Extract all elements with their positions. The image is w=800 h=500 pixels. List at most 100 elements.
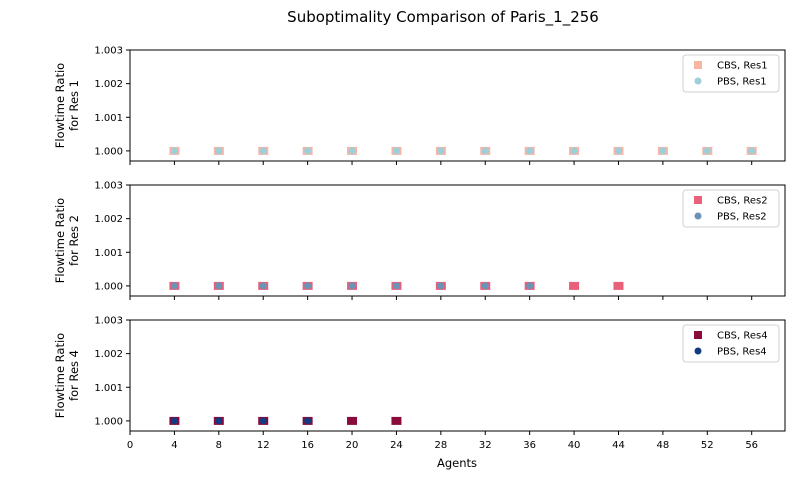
data-point-circle bbox=[170, 147, 178, 155]
y-axis-label-line: Flowtime Ratio bbox=[53, 333, 67, 418]
y-tick-label: 1.002 bbox=[94, 214, 123, 225]
data-point-circle bbox=[614, 147, 622, 155]
data-point-circle bbox=[392, 147, 400, 155]
x-tick-label: 12 bbox=[257, 440, 270, 451]
legend-label: CBS, Res2 bbox=[717, 196, 768, 207]
y-axis-label-line: Flowtime Ratio bbox=[53, 63, 67, 148]
subplot-1: 1.000 1.001 1.002 1.003 Flowtime Ratiofor Re… bbox=[53, 46, 786, 165]
x-tick-label: 40 bbox=[568, 440, 581, 451]
series-pbs-res2 bbox=[170, 282, 534, 290]
y-axis-label: Flowtime Ratiofor Res 2 bbox=[53, 198, 81, 283]
y-axis-label-line: for Res 4 bbox=[67, 350, 81, 401]
data-point-circle bbox=[481, 147, 489, 155]
data-point-circle bbox=[170, 417, 178, 425]
x-tick-label: 0 bbox=[127, 440, 133, 451]
y-tick-label: 1.002 bbox=[94, 79, 123, 90]
data-point-circle bbox=[526, 147, 534, 155]
x-axis-label: Agents bbox=[437, 456, 477, 470]
data-point-circle bbox=[259, 282, 267, 290]
series-pbs-res1 bbox=[170, 147, 756, 155]
legend-label: PBS, Res4 bbox=[717, 347, 767, 358]
y-axis-label: Flowtime Ratiofor Res 4 bbox=[53, 333, 81, 418]
legend: CBS, Res4 PBS, Res4 bbox=[682, 324, 780, 363]
legend-label: CBS, Res1 bbox=[717, 61, 768, 72]
y-tick-label: 1.003 bbox=[94, 181, 123, 192]
y-tick-label: 1.003 bbox=[94, 316, 123, 327]
legend-square-icon bbox=[694, 331, 702, 339]
legend-label: PBS, Res1 bbox=[717, 77, 767, 88]
series-cbs-res4 bbox=[169, 416, 402, 425]
x-tick-label: 16 bbox=[301, 440, 314, 451]
y-axis-label-line: Flowtime Ratio bbox=[53, 198, 67, 283]
series-cbs-res1 bbox=[169, 146, 757, 155]
x-tick-label: 44 bbox=[612, 440, 625, 451]
legend-box bbox=[682, 324, 780, 363]
data-point-circle bbox=[348, 282, 356, 290]
x-tick-label: 20 bbox=[346, 440, 359, 451]
data-point-circle bbox=[437, 147, 445, 155]
x-tick-label: 52 bbox=[701, 440, 714, 451]
y-tick-label: 1.001 bbox=[94, 248, 123, 259]
data-point-circle bbox=[703, 147, 711, 155]
x-tick-label: 24 bbox=[390, 440, 403, 451]
y-tick-label: 1.000 bbox=[94, 416, 123, 427]
subplot-2: 1.000 1.001 1.002 1.003 Flowtime Ratiofor Re… bbox=[53, 181, 786, 300]
x-tick-label: 4 bbox=[171, 440, 177, 451]
data-point-circle bbox=[526, 282, 534, 290]
data-point-circle bbox=[259, 417, 267, 425]
legend-box bbox=[682, 54, 780, 93]
legend-label: CBS, Res4 bbox=[717, 331, 768, 342]
data-point-square bbox=[613, 281, 624, 290]
x-tick-label: 36 bbox=[523, 440, 536, 451]
y-axis-label-line: for Res 2 bbox=[67, 215, 81, 266]
legend-box bbox=[682, 189, 780, 228]
x-tick-label: 56 bbox=[745, 440, 758, 451]
data-point-circle bbox=[215, 147, 223, 155]
data-point-circle bbox=[437, 282, 445, 290]
data-point-square bbox=[569, 281, 580, 290]
y-tick-label: 1.000 bbox=[94, 146, 123, 157]
y-tick-label: 1.000 bbox=[94, 281, 123, 292]
legend-square-icon bbox=[694, 61, 702, 69]
legend: CBS, Res1 PBS, Res1 bbox=[682, 54, 780, 93]
legend: CBS, Res2 PBS, Res2 bbox=[682, 189, 780, 228]
legend-circle-icon bbox=[694, 77, 702, 85]
data-point-circle bbox=[348, 147, 356, 155]
data-point-circle bbox=[215, 417, 223, 425]
legend-square-icon bbox=[694, 196, 702, 204]
legend-circle-icon bbox=[694, 212, 702, 220]
data-point-circle bbox=[170, 282, 178, 290]
x-tick-label: 32 bbox=[479, 440, 492, 451]
figure-title: Suboptimality Comparison of Paris_1_256 bbox=[287, 8, 599, 27]
data-point-circle bbox=[304, 147, 312, 155]
plot-frame bbox=[129, 319, 786, 432]
series-pbs-res4 bbox=[170, 417, 312, 425]
y-tick-label: 1.003 bbox=[94, 46, 123, 57]
data-point-circle bbox=[481, 282, 489, 290]
y-tick-label: 1.001 bbox=[94, 113, 123, 124]
y-axis-label-line: for Res 1 bbox=[67, 80, 81, 131]
data-point-circle bbox=[659, 147, 667, 155]
data-point-square bbox=[391, 416, 402, 425]
x-tick-label: 8 bbox=[216, 440, 222, 451]
legend-label: PBS, Res2 bbox=[717, 212, 767, 223]
y-axis-label: Flowtime Ratiofor Res 1 bbox=[53, 63, 81, 148]
y-tick-label: 1.001 bbox=[94, 383, 123, 394]
data-point-circle bbox=[259, 147, 267, 155]
x-tick-label: 28 bbox=[434, 440, 447, 451]
data-point-square bbox=[347, 416, 358, 425]
plot-frame bbox=[129, 184, 786, 297]
y-tick-label: 1.002 bbox=[94, 349, 123, 360]
data-point-circle bbox=[570, 147, 578, 155]
data-point-circle bbox=[215, 282, 223, 290]
data-point-circle bbox=[392, 282, 400, 290]
plot-frame bbox=[129, 49, 786, 162]
data-point-circle bbox=[304, 282, 312, 290]
legend-circle-icon bbox=[694, 347, 702, 355]
data-point-circle bbox=[748, 147, 756, 155]
x-tick-label: 48 bbox=[657, 440, 670, 451]
data-point-circle bbox=[304, 417, 312, 425]
